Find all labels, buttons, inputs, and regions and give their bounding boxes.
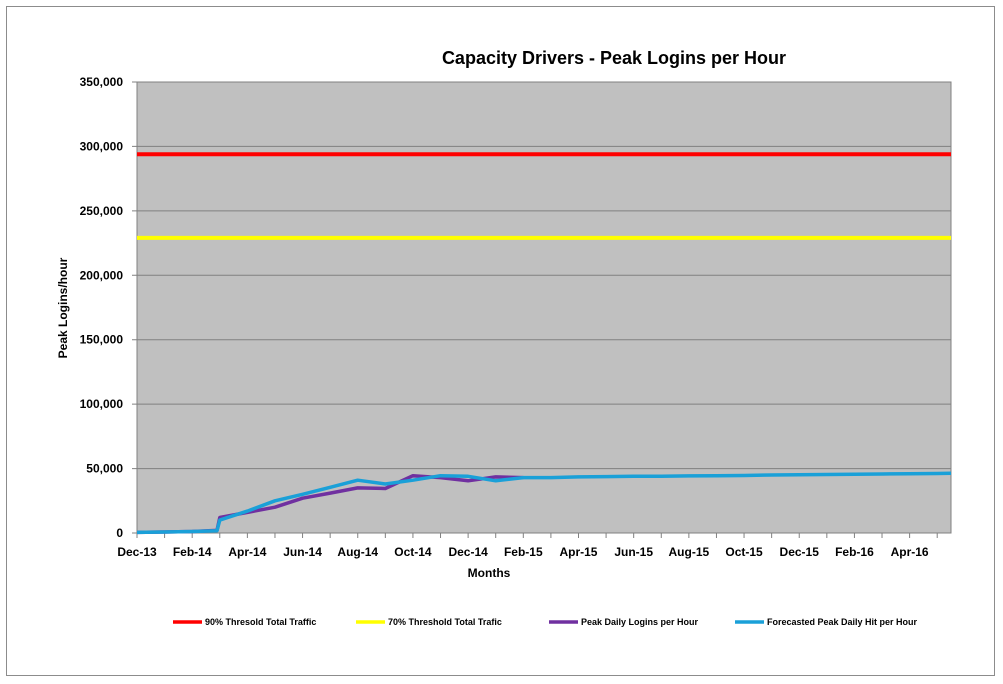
- x-tick-label: Apr-14: [228, 545, 266, 559]
- x-tick-label: Oct-15: [725, 545, 763, 559]
- series-lines: [136, 152, 952, 535]
- y-tick-label: 150,000: [80, 333, 124, 347]
- x-tick-label: Jun-15: [614, 545, 653, 559]
- chart-title: Capacity Drivers - Peak Logins per Hour: [442, 48, 786, 68]
- y-tick-label: 50,000: [86, 462, 123, 476]
- x-tick-label: Aug-15: [669, 545, 710, 559]
- plot-area: [136, 81, 952, 534]
- legend-label: 90% Thresold Total Traffic: [205, 617, 316, 627]
- legend: 90% Thresold Total Traffic 70% Threshold …: [173, 617, 918, 627]
- x-tick-label: Oct-14: [394, 545, 432, 559]
- legend-label: 70% Threshold Total Trafic: [388, 617, 502, 627]
- y-tick-label: 200,000: [80, 268, 124, 282]
- x-axis-title: Months: [468, 566, 511, 580]
- legend-label: Peak Daily Logins per Hour: [581, 617, 699, 627]
- x-tick-label: Dec-15: [780, 545, 820, 559]
- x-tick-label: Dec-14: [448, 545, 488, 559]
- x-tick-label: Feb-14: [173, 545, 212, 559]
- x-tick-label: Feb-16: [835, 545, 874, 559]
- y-tick-label: 350,000: [80, 75, 124, 89]
- y-tick-label: 250,000: [80, 204, 124, 218]
- y-axis-title: Peak Logins/hour: [56, 257, 70, 358]
- x-tick-label: Jun-14: [283, 545, 322, 559]
- y-tick-label: 300,000: [80, 139, 124, 153]
- grid-lines: [132, 81, 951, 534]
- series-line-4: [136, 471, 952, 535]
- x-tick-label: Apr-15: [559, 545, 597, 559]
- x-tick-label: Aug-14: [337, 545, 378, 559]
- x-tick-label: Feb-15: [504, 545, 543, 559]
- y-axis-tick-labels: 0 50,000 100,000 150,000 200,000 250,000 300,0…: [80, 75, 124, 540]
- x-tick-label: Apr-16: [891, 545, 929, 559]
- x-axis-tick-labels: Dec-13 Feb-14 Apr-14 Jun-14 Aug-14 Oct-14 Dec-…: [117, 545, 929, 559]
- y-tick-label: 100,000: [80, 397, 124, 411]
- legend-label: Forecasted Peak Daily Hit per Hour: [767, 617, 918, 627]
- y-tick-label: 0: [116, 526, 123, 540]
- x-axis-ticks: [136, 533, 938, 538]
- x-tick-label: Dec-13: [117, 545, 157, 559]
